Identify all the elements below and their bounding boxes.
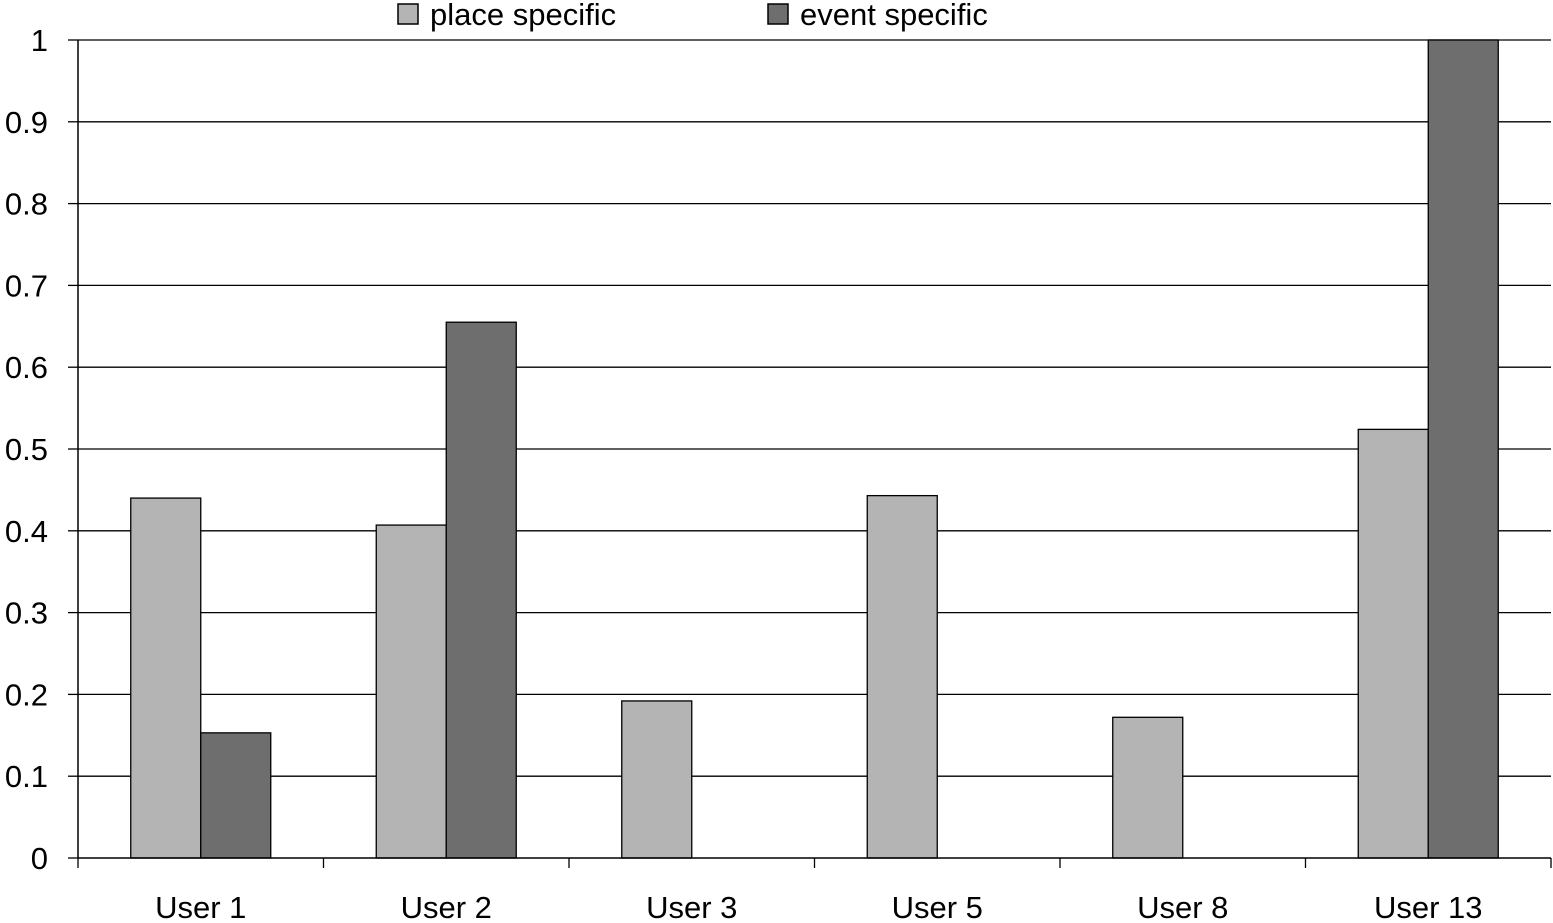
bar [866,494,938,859]
x-category-label: User 5 [892,890,983,923]
y-tick-labels: 0 0.1 0.2 0.3 0.4 0.5 0.6 0.7 0.8 0.9 1 [5,23,48,876]
legend-swatch-event-specific [767,3,789,25]
legend-label-event-specific: event specific [800,0,988,32]
y-tick-label: 0.7 [5,268,48,303]
y-tick-label: 0.9 [5,105,48,140]
y-tick-label: 0.1 [5,759,48,794]
legend-label-place-specific: place specific [430,0,616,32]
x-category-labels: User 1 User 2 User 3 User 5 User 8 User 13 [155,890,1482,923]
legend: place specific event specific [397,0,988,32]
y-tick-label: 0.3 [5,596,48,631]
y-tick-label: 0.2 [5,677,48,712]
gridlines [78,39,1551,777]
axes [68,39,1552,868]
x-category-label: User 8 [1137,890,1228,923]
bar [1357,428,1429,859]
y-tick-label: 0 [31,841,48,876]
y-tick-label: 0.5 [5,432,48,467]
legend-swatch-place-specific [397,3,419,25]
bar [445,321,517,859]
y-tick-label: 0.8 [5,187,48,222]
y-tick-label: 0.4 [5,514,48,549]
bar [375,524,447,859]
bar [1427,39,1499,859]
bar [200,732,272,859]
bar [130,497,202,859]
x-category-label: User 13 [1374,890,1483,923]
y-tick-label: 1 [31,23,48,58]
bar [1112,716,1184,859]
y-tick-label: 0.6 [5,350,48,385]
x-category-label: User 3 [646,890,737,923]
bar [621,700,693,859]
x-category-label: User 1 [155,890,246,923]
x-category-label: User 2 [401,890,492,923]
